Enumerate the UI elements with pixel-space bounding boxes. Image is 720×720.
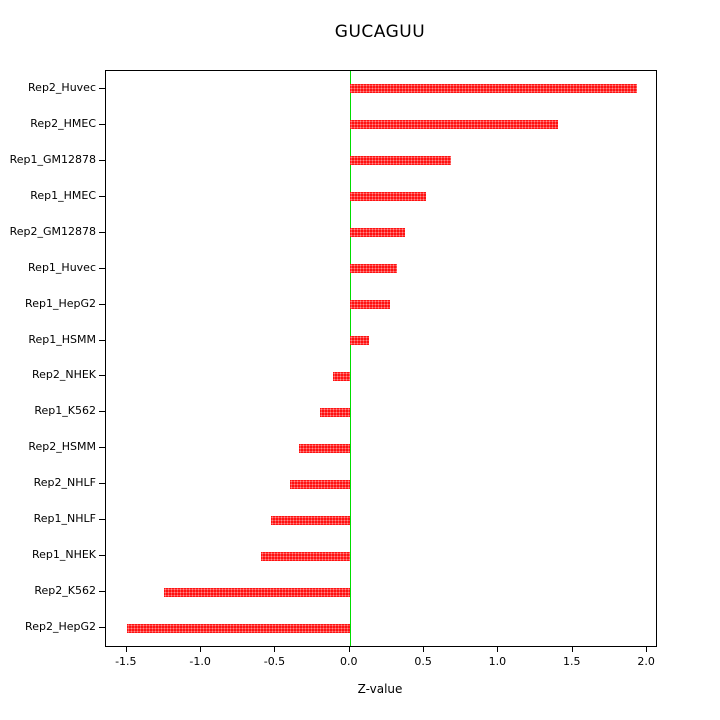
y-tick (99, 411, 105, 413)
bar (260, 551, 350, 561)
bar (349, 300, 390, 310)
category-label: Rep1_HSMM (28, 332, 96, 346)
category-label: Rep1_HepG2 (25, 296, 96, 310)
category-label: Rep2_Huvec (28, 80, 96, 94)
bar (271, 515, 350, 525)
bar (163, 587, 350, 597)
category-label: Rep1_HMEC (30, 188, 96, 202)
bar (349, 192, 426, 202)
x-tick (497, 646, 499, 652)
y-tick (99, 87, 105, 89)
category-label: Rep2_K562 (34, 584, 96, 598)
y-tick (99, 195, 105, 197)
x-tick (571, 646, 573, 652)
bar (349, 336, 370, 346)
y-tick (99, 303, 105, 305)
zero-baseline (349, 71, 351, 646)
x-tick (423, 646, 425, 652)
y-tick (99, 483, 105, 485)
x-tick-label: -0.5 (263, 655, 286, 668)
category-label: Rep1_K562 (34, 404, 96, 418)
category-label: Rep2_HepG2 (25, 620, 96, 634)
y-tick (99, 123, 105, 125)
x-tick (200, 646, 202, 652)
bar (126, 623, 350, 633)
x-tick-label: 0.5 (414, 655, 432, 668)
bar (333, 371, 350, 381)
x-tick-label: -1.0 (189, 655, 211, 668)
x-tick (348, 646, 350, 652)
x-tick (125, 646, 127, 652)
y-tick (99, 231, 105, 233)
x-tick (274, 646, 276, 652)
category-label: Rep2_NHEK (31, 368, 96, 382)
bar (299, 443, 350, 453)
bar (349, 156, 451, 166)
category-label: Rep1_GM12878 (9, 152, 96, 166)
category-label: Rep1_Huvec (28, 260, 96, 274)
x-tick-label: -1.5 (115, 655, 137, 668)
category-label: Rep2_HMEC (30, 116, 96, 130)
bar (320, 407, 350, 417)
y-tick (99, 591, 105, 593)
y-tick (99, 339, 105, 341)
y-tick (99, 555, 105, 557)
bar (349, 264, 398, 274)
x-tick-label: 1.5 (563, 655, 581, 668)
category-label: Rep2_HSMM (28, 440, 96, 454)
x-axis-title: Z-value (357, 682, 403, 696)
y-tick (99, 447, 105, 449)
category-label: Rep2_NHLF (33, 476, 96, 490)
x-tick-label: 0.0 (340, 655, 358, 668)
bar (349, 120, 558, 130)
y-tick (99, 267, 105, 269)
x-tick-label: 1.0 (488, 655, 507, 668)
x-tick (646, 646, 648, 652)
y-tick (99, 519, 105, 521)
bar (290, 479, 350, 489)
y-tick (99, 375, 105, 377)
y-tick (99, 159, 105, 161)
bar (349, 84, 637, 94)
y-tick (99, 627, 105, 629)
x-tick-label: 2.0 (637, 655, 655, 668)
category-label: Rep2_GM12878 (9, 224, 96, 238)
category-label: Rep1_NHLF (33, 512, 96, 526)
bar (349, 228, 405, 238)
chart-title: GUCAGUU (334, 22, 426, 42)
plot-area (105, 70, 657, 647)
category-label: Rep1_NHEK (31, 548, 96, 562)
